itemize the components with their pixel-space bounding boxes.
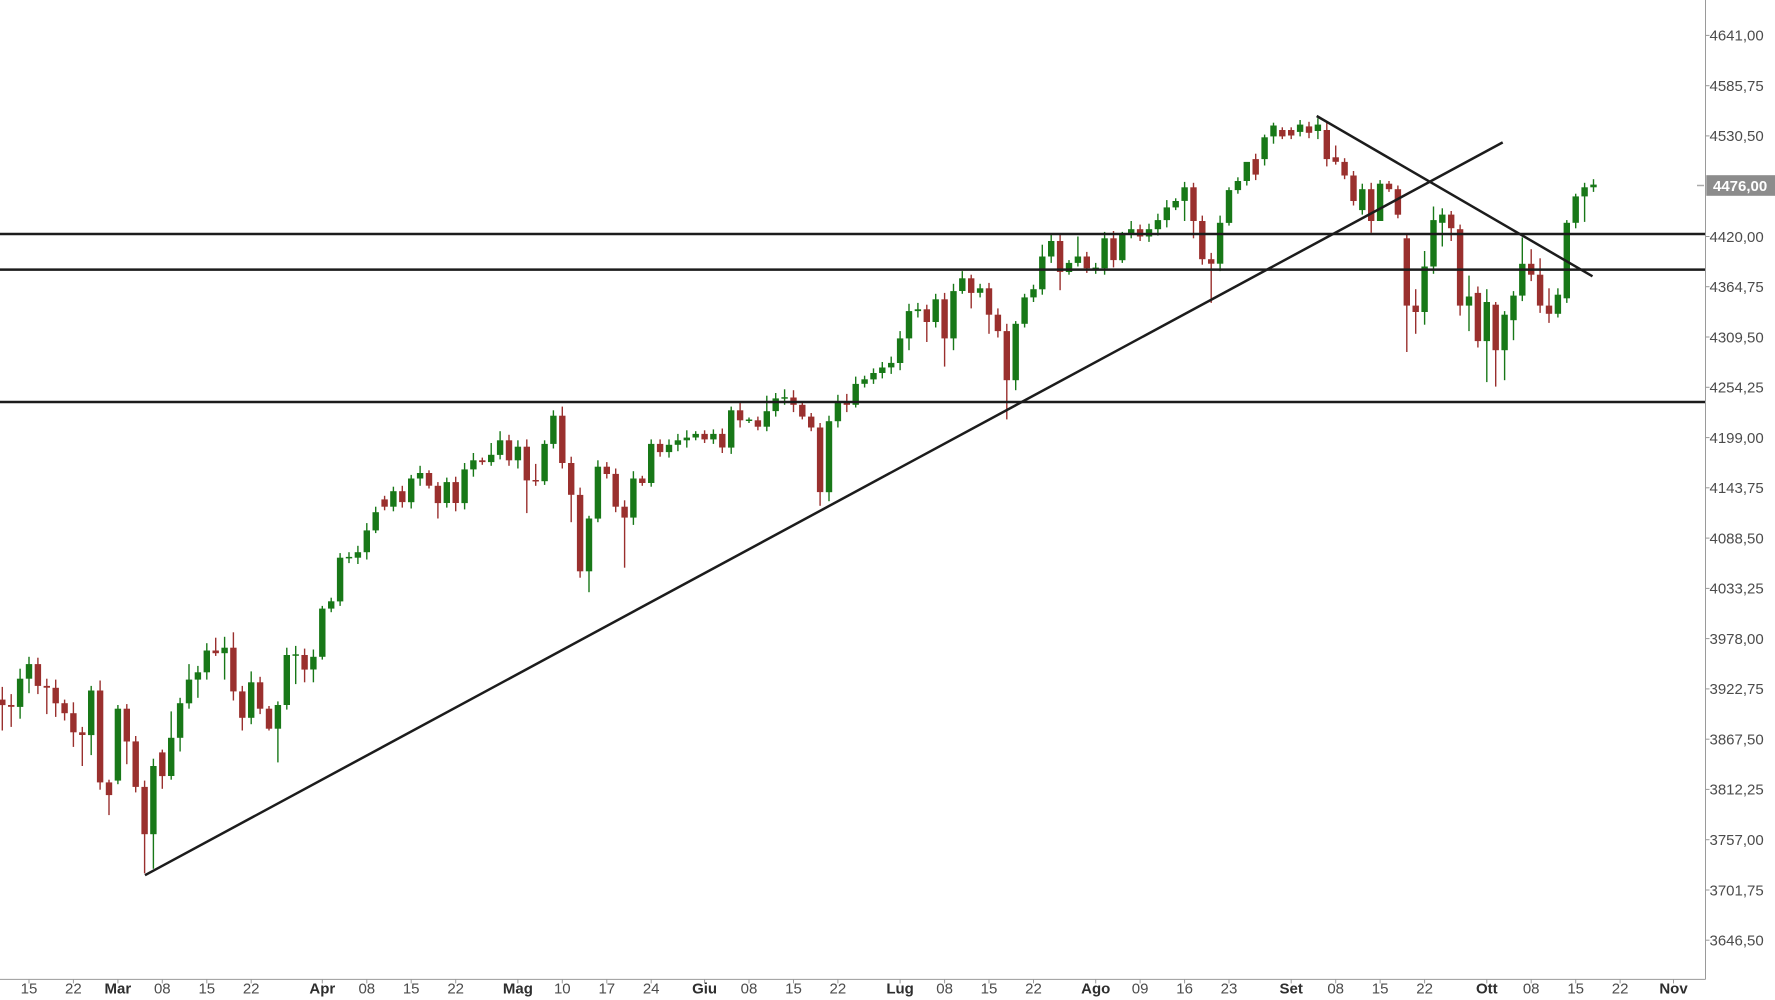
svg-text:3646,50: 3646,50 [1710,933,1764,950]
svg-text:09: 09 [1132,981,1149,998]
svg-text:15: 15 [785,981,802,998]
svg-text:15: 15 [198,981,215,998]
svg-text:3701,75: 3701,75 [1710,882,1764,899]
svg-text:15: 15 [981,981,998,998]
svg-text:15: 15 [21,981,38,998]
svg-text:08: 08 [741,981,758,998]
svg-text:22: 22 [1025,981,1042,998]
svg-text:4364,75: 4364,75 [1710,279,1764,296]
svg-text:4143,75: 4143,75 [1710,480,1764,497]
svg-text:Lug: Lug [886,981,914,998]
svg-text:15: 15 [1372,981,1389,998]
svg-text:22: 22 [243,981,260,998]
svg-text:4254,25: 4254,25 [1710,380,1764,397]
svg-text:Nov: Nov [1659,981,1688,998]
svg-text:4530,50: 4530,50 [1710,128,1764,145]
svg-text:15: 15 [1567,981,1584,998]
svg-text:Ago: Ago [1081,981,1110,998]
svg-text:08: 08 [358,981,375,998]
svg-text:10: 10 [554,981,571,998]
svg-text:22: 22 [65,981,82,998]
svg-text:Set: Set [1280,981,1303,998]
svg-text:08: 08 [1327,981,1344,998]
svg-text:4309,50: 4309,50 [1710,329,1764,346]
svg-text:Giu: Giu [692,981,717,998]
svg-text:4420,00: 4420,00 [1710,229,1764,246]
svg-text:4585,75: 4585,75 [1710,78,1764,95]
svg-text:22: 22 [447,981,464,998]
svg-text:Mag: Mag [503,981,533,998]
svg-text:3922,75: 3922,75 [1710,681,1764,698]
svg-text:22: 22 [1612,981,1629,998]
svg-text:16: 16 [1176,981,1193,998]
svg-text:24: 24 [643,981,660,998]
svg-text:08: 08 [154,981,171,998]
svg-text:Mar: Mar [105,981,132,998]
svg-text:Apr: Apr [309,981,335,998]
svg-text:15: 15 [403,981,420,998]
svg-text:4199,00: 4199,00 [1710,430,1764,447]
svg-text:Ott: Ott [1476,981,1498,998]
svg-text:08: 08 [936,981,953,998]
svg-text:4641,00: 4641,00 [1710,28,1764,45]
svg-text:4476,00: 4476,00 [1713,178,1767,195]
svg-text:3978,00: 3978,00 [1710,631,1764,648]
svg-text:22: 22 [830,981,847,998]
svg-text:23: 23 [1221,981,1238,998]
svg-text:08: 08 [1523,981,1540,998]
svg-text:4088,50: 4088,50 [1710,530,1764,547]
svg-text:3867,50: 3867,50 [1710,732,1764,749]
svg-text:3812,25: 3812,25 [1710,782,1764,799]
svg-text:3757,00: 3757,00 [1710,832,1764,849]
svg-text:17: 17 [598,981,615,998]
svg-text:22: 22 [1416,981,1433,998]
svg-text:4033,25: 4033,25 [1710,581,1764,598]
